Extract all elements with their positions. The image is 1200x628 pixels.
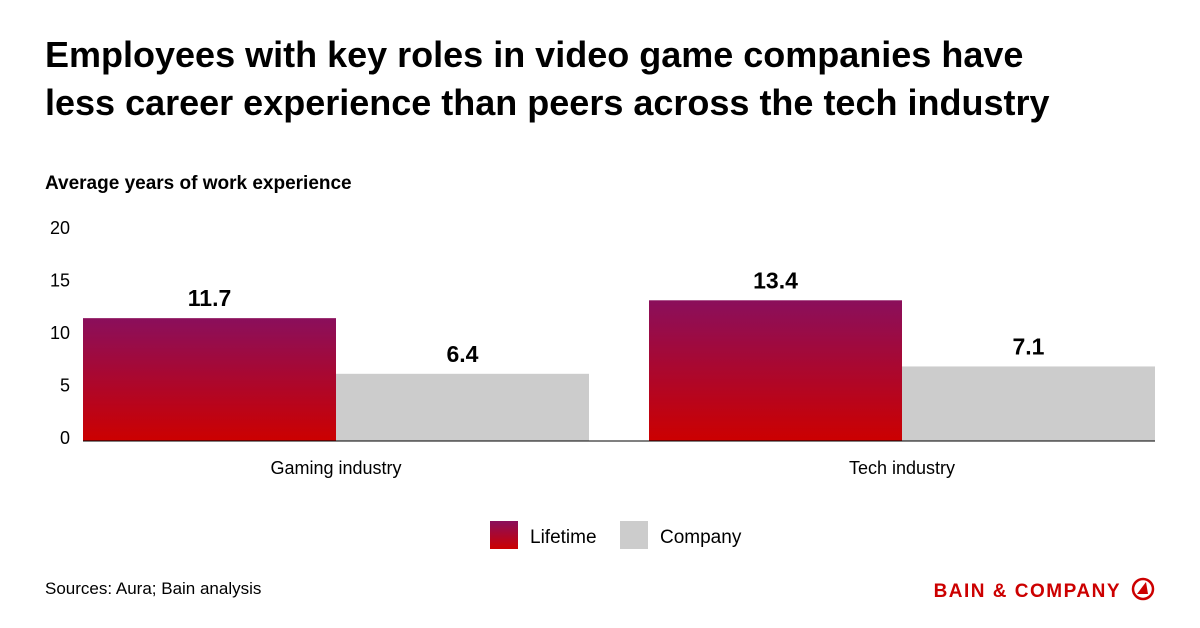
chart-title: Employees with key roles in video game c… <box>45 34 1023 75</box>
chart-title: less career experience than peers across… <box>45 82 1049 123</box>
bar <box>902 366 1155 441</box>
legend-label: Company <box>660 527 742 548</box>
y-tick-label: 5 <box>60 376 70 396</box>
value-label: 6.4 <box>447 341 479 367</box>
value-label: 13.4 <box>753 267 798 293</box>
logo-icon <box>1131 577 1155 601</box>
bar <box>336 373 589 441</box>
y-tick-label: 10 <box>50 323 70 343</box>
legend-swatch <box>620 521 648 549</box>
y-tick-label: 15 <box>50 271 70 291</box>
x-tick-label: Gaming industry <box>270 458 401 478</box>
legend-label: Lifetime <box>530 527 597 548</box>
chart-subtitle: Average years of work experience <box>45 173 352 194</box>
value-label: 11.7 <box>188 285 232 311</box>
legend-swatch <box>490 521 518 549</box>
x-tick-label: Tech industry <box>849 458 955 478</box>
source-note: Sources: Aura; Bain analysis <box>45 579 261 598</box>
y-tick-label: 0 <box>60 428 70 448</box>
logo-text: BAIN & COMPANY <box>934 581 1121 602</box>
bar <box>83 318 336 441</box>
y-tick-label: 20 <box>50 218 70 238</box>
bar <box>649 300 902 441</box>
value-label: 7.1 <box>1013 333 1045 359</box>
